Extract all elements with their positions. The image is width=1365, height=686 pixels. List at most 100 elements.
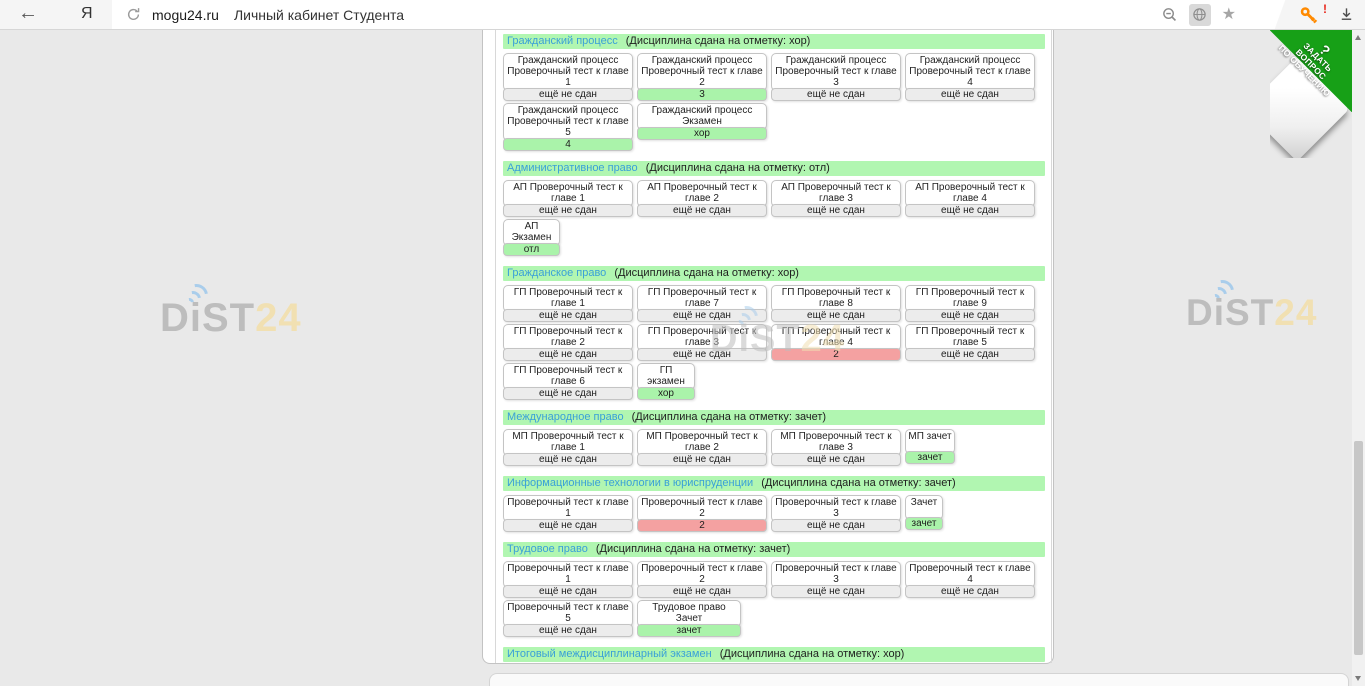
discipline-link[interactable]: Административное право (507, 162, 638, 174)
test-card[interactable]: МП зачет зачет (905, 429, 955, 464)
card-slot: Гражданский процесс Проверочный тест к г… (503, 53, 637, 101)
zoom-out-icon[interactable] (1161, 6, 1178, 23)
card-slot: МП Проверочный тест к главе 3 ещё не сда… (771, 429, 905, 466)
test-card[interactable]: Проверочный тест к главе 1 ещё не сдан (503, 495, 633, 532)
test-card-status: ещё не сдан (905, 585, 1035, 598)
test-card[interactable]: Проверочный тест к главе 2 2 (637, 495, 767, 532)
password-key-icon[interactable]: ! (1299, 2, 1327, 25)
download-icon[interactable] (1338, 6, 1355, 23)
discipline-grade-note: (Дисциплина сдана на отметку: зачет) (595, 543, 791, 555)
url-text[interactable]: mogu24.ru (152, 6, 219, 23)
test-card[interactable]: Проверочный тест к главе 5 ещё не сдан (503, 600, 633, 637)
test-card[interactable]: Проверочный тест к главе 3 ещё не сдан (771, 561, 901, 598)
test-card[interactable]: Гражданский процесс Проверочный тест к г… (905, 53, 1035, 101)
test-card[interactable]: МП Проверочный тест к главе 2 ещё не сда… (637, 429, 767, 466)
bookmark-star-icon[interactable]: ★ (1221, 5, 1236, 23)
card-slot: Зачет зачет (905, 495, 1039, 532)
test-card-title: ГП Проверочный тест к главе 5 (905, 324, 1035, 351)
discipline-link[interactable]: Международное право (507, 411, 624, 423)
test-card[interactable]: АП Проверочный тест к главе 1 ещё не сда… (503, 180, 633, 217)
test-card[interactable]: Трудовое право Зачет зачет (637, 600, 741, 637)
card-slot: МП зачет зачет (905, 429, 1039, 466)
test-card-status: ещё не сдан (503, 88, 633, 101)
test-card-title: АП Проверочный тест к главе 2 (637, 180, 767, 207)
test-card[interactable]: МП Проверочный тест к главе 1 ещё не сда… (503, 429, 633, 466)
discipline-section: Международное право (Дисциплина сдана на… (503, 410, 1051, 468)
ask-question-ribbon[interactable]: ? ЗАДАТЬ ВОПРОС ПО ОБУЧЕНИЮ (1270, 30, 1352, 158)
discipline-banner: Гражданский процесс (Дисциплина сдана на… (503, 34, 1045, 49)
test-card[interactable]: Гражданский процесс Проверочный тест к г… (503, 103, 633, 151)
discipline-section: Гражданское право (Дисциплина сдана на о… (503, 266, 1051, 402)
discipline-banner: Итоговый междисциплинарный экзамен (Дисц… (503, 647, 1045, 662)
test-card[interactable]: ГП Проверочный тест к главе 5 ещё не сда… (905, 324, 1035, 361)
test-card[interactable]: Зачет зачет (905, 495, 943, 530)
card-slot: Проверочный тест к главе 5 ещё не сдан (503, 600, 637, 637)
test-card[interactable]: ГП Проверочный тест к главе 8 ещё не сда… (771, 285, 901, 322)
test-card-status: 2 (771, 348, 901, 361)
test-card-title: АП Экзамен (503, 219, 560, 246)
dist24-watermark: DiST24 (1186, 275, 1317, 334)
back-icon[interactable]: ← (18, 2, 38, 24)
discipline-link[interactable]: Трудовое право (507, 543, 588, 555)
test-card[interactable]: ГП Проверочный тест к главе 4 2 (771, 324, 901, 361)
test-card[interactable]: Гражданский процесс Проверочный тест к г… (637, 53, 767, 101)
test-card[interactable]: ГП Проверочный тест к главе 1 ещё не сда… (503, 285, 633, 322)
scrollbar-thumb[interactable] (1354, 441, 1363, 655)
discipline-link[interactable]: Итоговый междисциплинарный экзамен (507, 648, 712, 660)
discipline-link[interactable]: Гражданский процесс (507, 35, 618, 47)
discipline-link[interactable]: Гражданское право (507, 267, 607, 279)
test-card-title: АП Проверочный тест к главе 3 (771, 180, 901, 207)
discipline-grade-note: (Дисциплина сдана на отметку: хор) (719, 648, 905, 660)
test-card[interactable]: АП Проверочный тест к главе 3 ещё не сда… (771, 180, 901, 217)
test-card-status: ещё не сдан (637, 585, 767, 598)
test-card[interactable]: АП Проверочный тест к главе 2 ещё не сда… (637, 180, 767, 217)
address-bar[interactable]: mogu24.ru Личный кабинет Студента ★ (112, 0, 1272, 29)
card-slot: Проверочный тест к главе 1 ещё не сдан (503, 561, 637, 598)
yandex-logo-icon[interactable]: Я (81, 5, 93, 22)
reload-icon[interactable] (126, 7, 141, 22)
test-card-title: АП Проверочный тест к главе 1 (503, 180, 633, 207)
test-card-title: Проверочный тест к главе 5 (503, 600, 633, 627)
test-card[interactable]: Проверочный тест к главе 1 ещё не сдан (503, 561, 633, 598)
test-card[interactable]: ГП Проверочный тест к главе 3 ещё не сда… (637, 324, 767, 361)
test-card[interactable]: Проверочный тест к главе 4 ещё не сдан (905, 561, 1035, 598)
test-card[interactable]: АП Экзамен отл (503, 219, 560, 256)
translate-globe-icon[interactable] (1188, 3, 1211, 26)
card-slot: Проверочный тест к главе 3 ещё не сдан (771, 561, 905, 598)
test-card-status: ещё не сдан (771, 519, 901, 532)
vertical-scrollbar[interactable] (1352, 30, 1365, 686)
test-cards-grid: АП Проверочный тест к главе 1 ещё не сда… (503, 180, 1045, 258)
card-slot: Проверочный тест к главе 2 2 (637, 495, 771, 532)
test-card-title: МП Проверочный тест к главе 2 (637, 429, 767, 456)
content-panel: Гражданский процесс (Дисциплина сдана на… (482, 30, 1054, 664)
test-card[interactable]: Гражданский процесс Проверочный тест к г… (771, 53, 901, 101)
test-card-title: Проверочный тест к главе 1 (503, 495, 633, 522)
scroll-up-icon[interactable] (1352, 30, 1365, 44)
test-card[interactable]: Гражданский процесс Экзамен хор (637, 103, 767, 140)
test-card-status: ещё не сдан (637, 348, 767, 361)
test-card[interactable]: Проверочный тест к главе 2 ещё не сдан (637, 561, 767, 598)
test-card-title: МП зачет (905, 429, 955, 454)
test-card-title: ГП Проверочный тест к главе 2 (503, 324, 633, 351)
test-card[interactable]: ГП Проверочный тест к главе 2 ещё не сда… (503, 324, 633, 361)
discipline-link[interactable]: Информационные технологии в юриспруденци… (507, 477, 754, 489)
test-card-status: ещё не сдан (771, 453, 901, 466)
disciplines-list: Гражданский процесс (Дисциплина сдана на… (495, 30, 1052, 663)
test-card-title: ГП Проверочный тест к главе 4 (771, 324, 901, 351)
test-card-title: ГП экзамен (637, 363, 695, 390)
test-card-title: АП Проверочный тест к главе 4 (905, 180, 1035, 207)
test-card-status: ещё не сдан (771, 309, 901, 322)
test-card[interactable]: Гражданский процесс Проверочный тест к г… (503, 53, 633, 101)
test-card[interactable]: МП Проверочный тест к главе 3 ещё не сда… (771, 429, 901, 466)
test-card-status: ещё не сдан (771, 204, 901, 217)
test-card-status: ещё не сдан (637, 453, 767, 466)
test-card[interactable]: ГП Проверочный тест к главе 7 ещё не сда… (637, 285, 767, 322)
card-slot: ГП Проверочный тест к главе 5 ещё не сда… (905, 324, 1039, 361)
test-card-title: Проверочный тест к главе 2 (637, 495, 767, 522)
test-card[interactable]: ГП Проверочный тест к главе 9 ещё не сда… (905, 285, 1035, 322)
test-card[interactable]: ГП Проверочный тест к главе 6 ещё не сда… (503, 363, 633, 400)
test-card[interactable]: АП Проверочный тест к главе 4 ещё не сда… (905, 180, 1035, 217)
test-card[interactable]: ГП экзамен хор (637, 363, 695, 400)
scroll-down-icon[interactable] (1352, 672, 1365, 686)
test-card[interactable]: Проверочный тест к главе 3 ещё не сдан (771, 495, 901, 532)
